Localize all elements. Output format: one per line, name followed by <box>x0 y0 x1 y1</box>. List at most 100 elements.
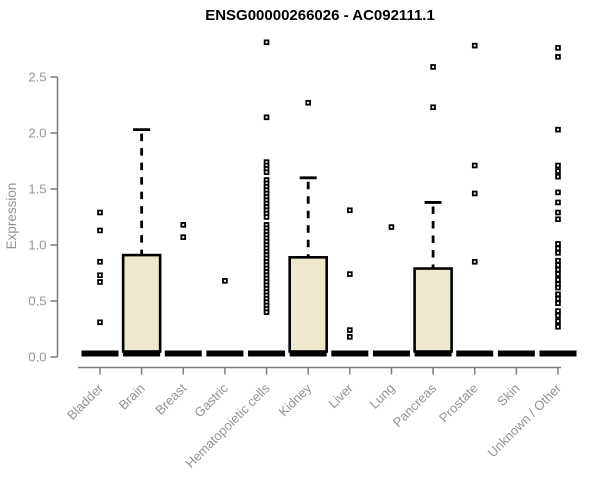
median-zero-bar <box>81 350 119 357</box>
x-tick-label: Kidney <box>276 380 315 419</box>
median-zero-bar <box>206 350 244 357</box>
outlier-point-center <box>557 286 559 289</box>
outlier-point-center <box>557 314 559 317</box>
outlier-point-center <box>348 273 351 276</box>
x-tick-label: Prostate <box>436 381 481 426</box>
x-tick-label: Gastric <box>191 380 231 420</box>
outlier-point-center <box>432 106 435 109</box>
box <box>288 256 328 353</box>
outlier-point-center <box>99 229 101 232</box>
outlier-point-center <box>265 277 268 280</box>
x-tick-label: Breast <box>152 380 189 417</box>
outlier-point-center <box>557 259 559 262</box>
x-tick-label: Lung <box>367 381 398 412</box>
outlier-point-center <box>557 128 559 131</box>
median-zero-bar <box>289 350 327 357</box>
outlier-point-center <box>307 101 310 104</box>
outlier-point-center <box>265 257 268 260</box>
outlier-point-center <box>182 236 185 239</box>
x-tick-label: Liver <box>325 380 356 411</box>
outlier-point-center <box>265 216 268 218</box>
outlier-point-center <box>473 164 476 167</box>
outlier-point-center <box>557 297 559 300</box>
outlier-point-center <box>99 280 101 283</box>
outlier-point-center <box>265 247 268 250</box>
outlier-point-center <box>265 202 268 205</box>
median-zero-bar <box>414 350 452 357</box>
median-zero-bar <box>497 350 535 357</box>
outlier-point-center <box>265 260 268 263</box>
outlier-point-center <box>557 310 559 313</box>
outlier-point-center <box>557 170 559 173</box>
outlier-point-center <box>473 260 476 263</box>
box <box>121 253 162 353</box>
outlier-point-center <box>99 321 101 324</box>
y-tick-label: 0.5 <box>28 294 46 309</box>
outlier-point-center <box>473 44 476 47</box>
median-zero-bar <box>248 350 286 357</box>
x-tick-label: Pancreas <box>390 380 440 430</box>
outlier-point-center <box>557 264 559 267</box>
outlier-point-center <box>265 284 268 287</box>
outlier-point-center <box>432 65 435 68</box>
outlier-point-center <box>99 260 101 263</box>
outlier-point-center <box>265 161 268 164</box>
outlier-point-center <box>265 227 268 230</box>
outlier-point-center <box>348 209 351 212</box>
outlier-point-center <box>557 211 559 214</box>
outlier-point-center <box>182 223 185 226</box>
outlier-point-center <box>265 294 268 297</box>
box <box>413 267 453 353</box>
outlier-point-center <box>265 209 268 212</box>
outlier-point-center <box>473 192 476 195</box>
outlier-point-center <box>265 264 268 267</box>
outlier-point-center <box>265 304 268 307</box>
outlier-point-center <box>265 116 268 119</box>
outlier-point-center <box>557 325 559 328</box>
outlier-point-center <box>265 280 268 283</box>
outlier-point-center <box>265 270 268 273</box>
outlier-point-center <box>557 273 559 276</box>
y-tick-label: 0.0 <box>28 350 46 365</box>
outlier-point-center <box>390 226 393 229</box>
outlier-point-center <box>265 192 268 195</box>
outlier-point-center <box>265 274 268 277</box>
outlier-point-center <box>265 223 268 226</box>
outlier-point-center <box>265 41 268 44</box>
outlier-point-center <box>265 199 268 202</box>
outlier-point-center <box>557 320 559 323</box>
chart-title: ENSG00000266026 - AC092111.1 <box>205 7 435 24</box>
median-zero-bar <box>456 350 494 357</box>
y-tick-label: 2.0 <box>28 126 46 141</box>
outlier-point-center <box>265 250 268 253</box>
outlier-point-center <box>265 301 268 304</box>
outlier-point-center <box>265 179 268 182</box>
outlier-point-center <box>557 201 559 204</box>
outlier-point-center <box>223 279 226 282</box>
outlier-point-center <box>265 254 268 257</box>
outlier-point-center <box>557 302 559 305</box>
median-zero-bar <box>331 350 369 357</box>
outlier-point-center <box>265 230 268 233</box>
median-zero-bar <box>372 350 410 357</box>
outlier-point-center <box>265 212 268 215</box>
outlier-point-center <box>557 251 559 254</box>
y-axis-title: Expression <box>4 183 19 250</box>
outlier-point-center <box>557 191 559 194</box>
y-tick-label: 1.5 <box>28 182 46 197</box>
outlier-point-center <box>265 167 268 170</box>
outlier-point-center <box>265 287 268 290</box>
y-tick-label: 1.0 <box>28 238 46 253</box>
outlier-point-center <box>348 335 351 338</box>
x-tick-label: Brain <box>116 381 148 413</box>
outlier-point-center <box>557 175 559 178</box>
outlier-point-center <box>557 247 559 250</box>
outlier-point-center <box>265 233 268 236</box>
outlier-point-center <box>557 55 559 58</box>
outlier-point-center <box>265 195 268 198</box>
outlier-point-center <box>265 189 268 192</box>
outlier-point-center <box>557 283 559 286</box>
outlier-point-center <box>265 164 268 167</box>
